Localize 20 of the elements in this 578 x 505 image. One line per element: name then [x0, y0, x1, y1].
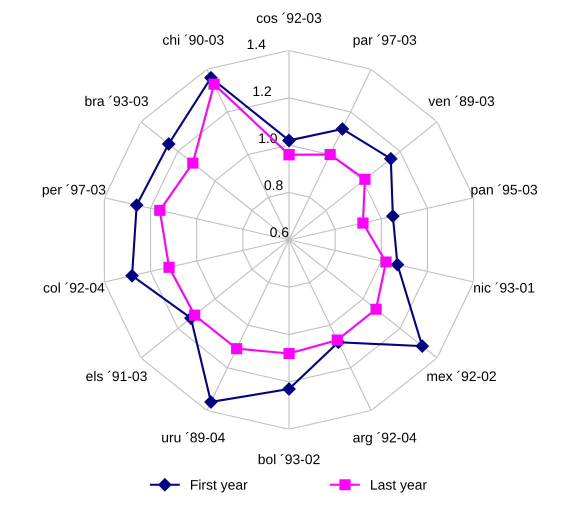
spoke-label: cos ´92-03: [256, 12, 322, 23]
spoke-label: nic ´93-01: [474, 282, 534, 293]
spoke-label: col ´92-04: [44, 282, 104, 293]
spoke-label: arg ´92-04: [353, 432, 416, 446]
spoke-label: pan ´95-03: [471, 184, 538, 198]
spoke-label: par ´97-03: [354, 34, 416, 48]
y-tick-label: 0.8: [264, 180, 283, 190]
spoke-label: per ´97-03: [42, 184, 106, 198]
spoke-label: bra ´93-03: [85, 96, 148, 106]
spoke-label: chi ´90-03: [162, 34, 224, 45]
y-tick-label: 1.2: [253, 86, 271, 96]
spoke-label: ven ´89-03: [428, 96, 494, 106]
spoke-label: els ´91-03: [86, 370, 147, 382]
y-tick-label: 1.4: [248, 39, 266, 50]
spoke-label: bol ´93-02: [258, 454, 320, 464]
legend-label: First year: [190, 480, 248, 492]
spoke-label: mex ´92-02: [427, 370, 496, 382]
legend-label: Last year: [371, 480, 427, 492]
spoke-label: uru ´89-04: [162, 432, 225, 442]
y-tick-label: 0.6: [270, 227, 288, 238]
